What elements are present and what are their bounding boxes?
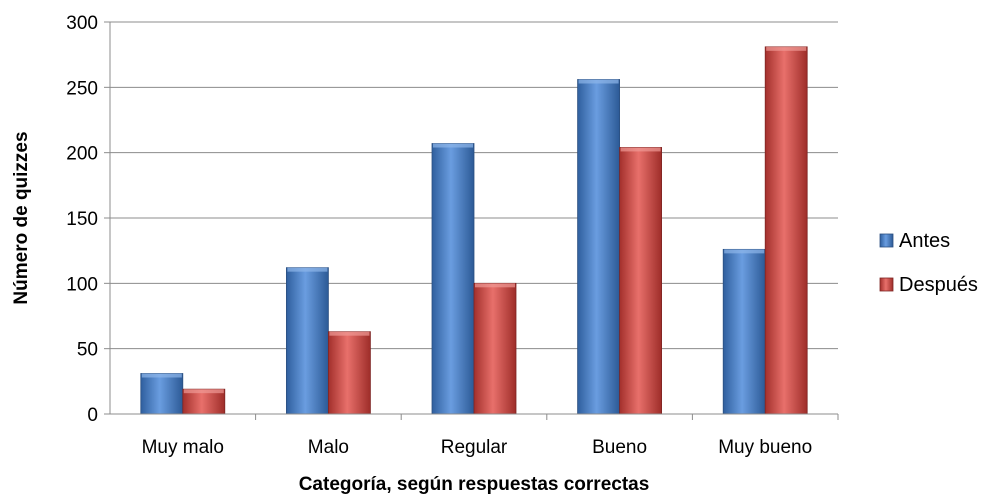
bar-despu-s-muy-bueno	[764, 46, 808, 415]
y-tick-label: 50	[77, 340, 98, 361]
y-tick-label: 150	[66, 209, 98, 230]
bar-antes-regular	[431, 143, 475, 415]
axes: 0 50 100 150 200 250 300 Muy malo Malo Regular Bue…	[66, 13, 839, 458]
bar-cap	[287, 267, 328, 272]
bar-despu-s-regular	[473, 282, 517, 415]
bar-antes-muy-malo	[140, 373, 184, 415]
x-tick-label: Muy bueno	[718, 437, 812, 458]
bar-cap	[578, 79, 619, 84]
bar-antes-muy-bueno	[722, 248, 766, 415]
x-tick-label: Muy malo	[142, 437, 224, 458]
y-tick-label: 250	[66, 78, 98, 99]
legend-label: Después	[899, 274, 978, 296]
x-tick-label: Bueno	[592, 437, 647, 458]
bar-cap	[475, 283, 515, 288]
bar-cap	[433, 143, 473, 148]
bar-antes-bueno	[577, 79, 620, 415]
bar-antes-malo	[285, 267, 329, 415]
x-tick-label: Malo	[308, 437, 349, 458]
bar-cap	[620, 147, 661, 152]
y-axis-title: Número de quizzes	[11, 131, 32, 304]
bar-cap	[329, 331, 370, 336]
bar-cap	[724, 249, 765, 254]
y-tick-label: 100	[66, 274, 98, 295]
bar-despu-s-malo	[327, 331, 371, 415]
bar-cap	[183, 389, 224, 394]
legend: Antes Después	[879, 230, 978, 296]
x-tick-label: Regular	[441, 437, 508, 458]
bars	[140, 46, 808, 415]
y-tick-label: 300	[66, 13, 98, 34]
legend-label: Antes	[899, 230, 950, 252]
bar-cap	[141, 373, 182, 378]
legend-swatch-despu-s	[879, 277, 894, 292]
y-tick-label: 0	[87, 405, 98, 426]
legend-swatch-antes	[879, 233, 894, 248]
bar-cap	[766, 46, 807, 51]
bar-despu-s-bueno	[619, 147, 662, 415]
y-tick-label: 200	[66, 144, 98, 165]
x-axis-title: Categoría, según respuestas correctas	[299, 474, 650, 495]
